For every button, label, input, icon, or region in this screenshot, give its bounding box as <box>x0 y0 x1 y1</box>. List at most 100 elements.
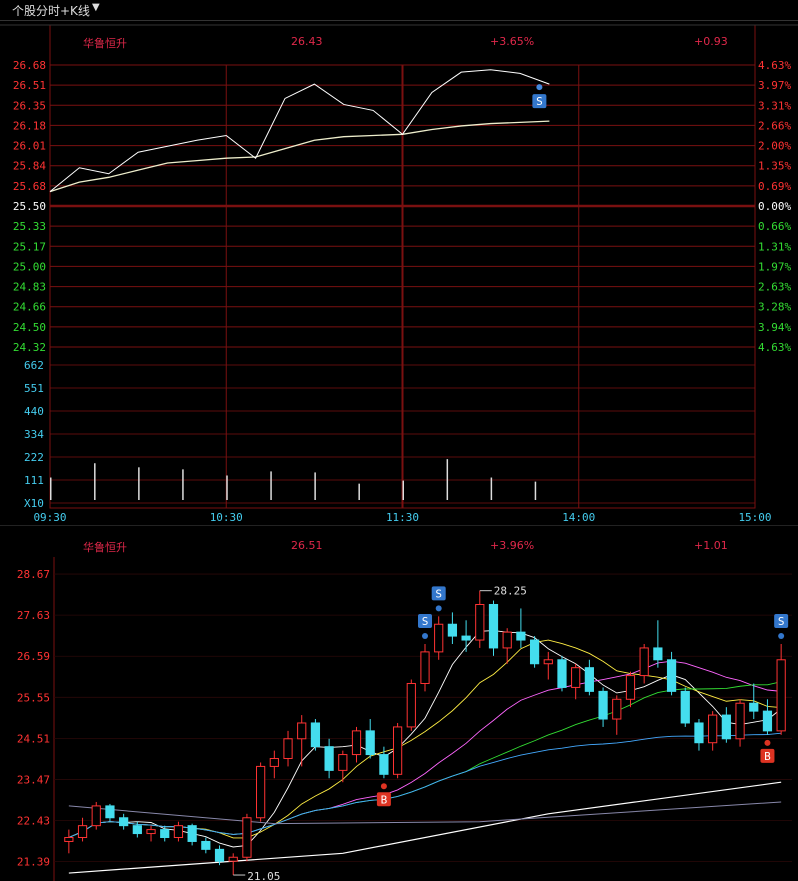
volume-bar <box>490 477 493 500</box>
pct-tick-label: 1.97% <box>758 260 791 273</box>
volume-bar <box>402 480 404 500</box>
kline-price-tick: 21.39 <box>17 856 50 869</box>
price-line <box>49 69 550 193</box>
price-tick-label: 25.84 <box>13 160 46 173</box>
price-tick-label: 26.01 <box>13 140 46 153</box>
volume-bar <box>182 469 184 500</box>
sell-marker <box>418 613 432 628</box>
candle-body <box>283 738 293 760</box>
buy-marker-dot <box>764 739 771 746</box>
price-tick-label: 25.50 <box>13 200 46 213</box>
candle-body <box>160 829 170 839</box>
time-label: 14:00 <box>562 511 595 524</box>
volume-tick-label: 334 <box>24 428 44 441</box>
candle-body <box>91 805 101 827</box>
candle-body <box>173 825 184 839</box>
volume-bar <box>270 471 272 500</box>
candle-body <box>187 825 197 842</box>
pct-tick-label: 4.63% <box>758 59 791 72</box>
price-tick-label: 26.51 <box>13 79 46 92</box>
kline-price-tick: 28.67 <box>17 568 50 581</box>
kline-price-tick: 27.63 <box>17 609 50 622</box>
intraday-chart[interactable]: 26.68 4.63% 26.51 3.97% 26.35 3.31% 26.18 2.66%… <box>0 0 798 525</box>
candle-body <box>351 730 362 756</box>
pct-tick-label: 2.00% <box>758 140 791 153</box>
kline-chart[interactable]: 28.67 27.63 26.59 25.55 24.51 23.47 22.43 21.39… <box>0 525 798 881</box>
candle-body <box>502 631 512 649</box>
price-tick-label: 25.33 <box>13 220 46 233</box>
candle-body <box>324 746 334 771</box>
time-label: 15:00 <box>738 511 771 524</box>
candle-body <box>571 667 581 688</box>
average-price-line <box>49 120 550 193</box>
candle-body <box>653 647 663 661</box>
kline-price-tick: 22.43 <box>17 815 50 828</box>
kline-pct: +3.96% <box>490 539 535 552</box>
buy-marker-label: B <box>764 750 771 763</box>
volume-tick-label: 111 <box>24 474 44 487</box>
candle-body <box>680 690 690 724</box>
candle-body <box>625 675 636 700</box>
candle-body <box>269 758 279 767</box>
candle-body <box>420 651 430 684</box>
candle-body <box>475 603 485 641</box>
intraday-change: +0.93 <box>694 35 728 48</box>
low-label: 21.05 <box>247 870 280 881</box>
ma30-line <box>68 681 782 838</box>
candle-body <box>379 754 389 775</box>
ma120-line <box>68 781 782 874</box>
candle-body <box>447 623 458 637</box>
pct-tick-label: 2.63% <box>758 281 791 294</box>
candle-body <box>310 722 321 748</box>
candle-body <box>529 639 540 665</box>
sell-marker-label: S <box>422 615 429 628</box>
volume-tick-label: 440 <box>24 405 44 418</box>
pct-tick-label: 3.31% <box>758 99 791 112</box>
sell-marker-dot <box>422 632 428 639</box>
candle-body <box>735 702 745 740</box>
chevron-down-icon[interactable]: ▼ <box>92 2 100 13</box>
candle-body <box>119 817 129 827</box>
view-selector-label[interactable]: 个股分时+K线 <box>12 4 90 18</box>
pct-tick-label: 1.35% <box>758 160 791 173</box>
candle-body <box>434 623 444 653</box>
intraday-pct: +3.65% <box>490 35 535 48</box>
candle-body <box>776 659 786 732</box>
candle-body <box>639 647 649 677</box>
time-label: 09:30 <box>33 511 66 524</box>
candle-body <box>694 722 704 744</box>
ma250-line <box>68 801 782 825</box>
candle-body <box>201 840 211 850</box>
price-tick-label: 24.83 <box>13 281 46 294</box>
buy-marker <box>760 748 775 763</box>
intraday-stock-name: 华鲁恒升 <box>83 37 127 50</box>
time-label: 10:30 <box>210 511 243 524</box>
candle-body <box>406 682 416 728</box>
price-tick-label: 24.66 <box>13 301 46 314</box>
candle-body <box>392 726 403 775</box>
price-tick-label: 25.68 <box>13 180 46 193</box>
sell-marker-dot <box>778 632 785 639</box>
volume-bar <box>358 483 360 500</box>
kline-price-tick: 25.55 <box>17 691 50 704</box>
volume-bar <box>446 459 449 500</box>
buy-marker <box>376 792 391 807</box>
kline-price-tick: 26.59 <box>17 650 50 663</box>
candle-body <box>105 805 115 819</box>
pct-tick-label: 3.28% <box>758 301 791 314</box>
candle-body <box>77 825 88 839</box>
kline-price-tick: 23.47 <box>17 773 50 786</box>
candle-body <box>338 754 348 771</box>
candle-body <box>721 714 731 740</box>
volume-tick-label: 551 <box>24 382 44 395</box>
candle-body <box>365 730 375 756</box>
kline-price: 26.51 <box>291 539 323 552</box>
high-label: 28.25 <box>494 585 527 598</box>
pct-tick-label: 2.66% <box>758 119 791 132</box>
volume-tick-label: 662 <box>24 359 44 372</box>
pct-tick-label: 3.97% <box>758 79 791 92</box>
time-label: 11:30 <box>386 511 419 524</box>
volume-bar <box>314 472 316 500</box>
volume-bar <box>138 467 140 500</box>
candle-body <box>146 829 156 835</box>
